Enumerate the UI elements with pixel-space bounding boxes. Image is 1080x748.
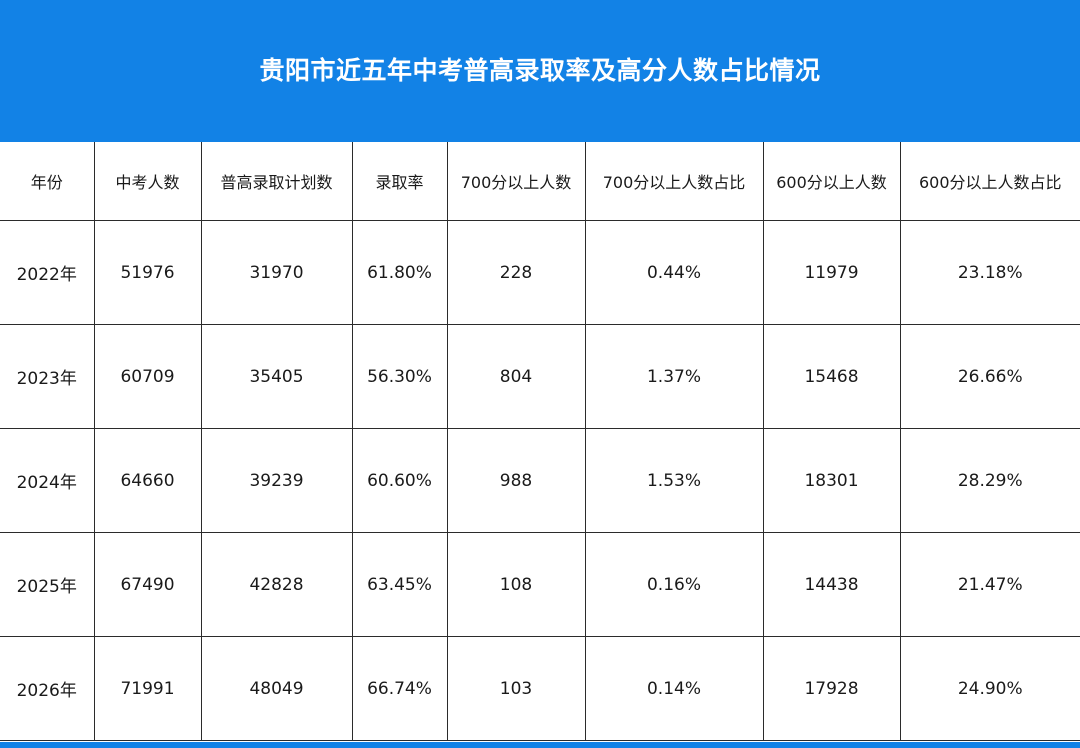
cell-exam-takers: 60709 (93, 324, 202, 429)
cell-600-count: 17928 (762, 636, 901, 741)
column-header-600-count: 600分以上人数 (762, 142, 901, 221)
cell-600-ratio: 23.18% (899, 220, 1080, 325)
column-header-600-ratio: 600分以上人数占比 (899, 142, 1080, 221)
cell-year: 2026年 (0, 636, 95, 741)
column-header-700-ratio: 700分以上人数占比 (584, 142, 764, 221)
cell-600-count: 14438 (762, 532, 901, 637)
cell-year: 2022年 (0, 220, 95, 325)
cell-admission-plan: 31970 (200, 220, 353, 325)
column-header-admission-rate: 录取率 (351, 142, 448, 221)
cell-600-ratio: 24.90% (899, 636, 1080, 741)
cell-700-count: 103 (446, 636, 586, 741)
cell-700-ratio: 1.37% (584, 324, 764, 429)
cell-600-ratio: 21.47% (899, 532, 1080, 637)
cell-exam-takers: 64660 (93, 428, 202, 533)
page-title: 贵阳市近五年中考普高录取率及高分人数占比情况 (259, 56, 821, 85)
cell-700-ratio: 1.53% (584, 428, 764, 533)
cell-admission-rate: 63.45% (351, 532, 448, 637)
cell-exam-takers: 67490 (93, 532, 202, 637)
cell-700-count: 108 (446, 532, 586, 637)
cell-600-count: 11979 (762, 220, 901, 325)
table-row: 2025年 67490 42828 63.45% 108 0.16% 14438… (0, 532, 1080, 637)
admission-stats-table: 年份 中考人数 普高录取计划数 录取率 700分以上人数 700分以上人数占比 … (0, 142, 1080, 741)
cell-admission-plan: 48049 (200, 636, 353, 741)
column-header-700-count: 700分以上人数 (446, 142, 586, 221)
cell-year: 2025年 (0, 532, 95, 637)
cell-600-ratio: 26.66% (899, 324, 1080, 429)
cell-year: 2023年 (0, 324, 95, 429)
cell-700-count: 804 (446, 324, 586, 429)
cell-admission-rate: 66.74% (351, 636, 448, 741)
cell-admission-plan: 42828 (200, 532, 353, 637)
table-row: 2026年 71991 48049 66.74% 103 0.14% 17928… (0, 636, 1080, 741)
cell-700-count: 988 (446, 428, 586, 533)
table-row: 2024年 64660 39239 60.60% 988 1.53% 18301… (0, 428, 1080, 533)
cell-admission-plan: 35405 (200, 324, 353, 429)
title-banner: 贵阳市近五年中考普高录取率及高分人数占比情况 (0, 0, 1080, 142)
column-header-year: 年份 (0, 142, 95, 221)
column-header-exam-takers: 中考人数 (93, 142, 202, 221)
cell-700-count: 228 (446, 220, 586, 325)
cell-600-ratio: 28.29% (899, 428, 1080, 533)
cell-admission-rate: 56.30% (351, 324, 448, 429)
table-header-row: 年份 中考人数 普高录取计划数 录取率 700分以上人数 700分以上人数占比 … (0, 142, 1080, 221)
cell-admission-rate: 61.80% (351, 220, 448, 325)
cell-admission-plan: 39239 (200, 428, 353, 533)
column-header-admission-plan: 普高录取计划数 (200, 142, 353, 221)
cell-admission-rate: 60.60% (351, 428, 448, 533)
cell-600-count: 18301 (762, 428, 901, 533)
table-row: 2023年 60709 35405 56.30% 804 1.37% 15468… (0, 324, 1080, 429)
cell-600-count: 15468 (762, 324, 901, 429)
cell-year: 2024年 (0, 428, 95, 533)
cell-exam-takers: 51976 (93, 220, 202, 325)
bottom-accent-strip (0, 742, 1080, 748)
table-row: 2022年 51976 31970 61.80% 228 0.44% 11979… (0, 220, 1080, 325)
cell-exam-takers: 71991 (93, 636, 202, 741)
cell-700-ratio: 0.14% (584, 636, 764, 741)
cell-700-ratio: 0.44% (584, 220, 764, 325)
cell-700-ratio: 0.16% (584, 532, 764, 637)
